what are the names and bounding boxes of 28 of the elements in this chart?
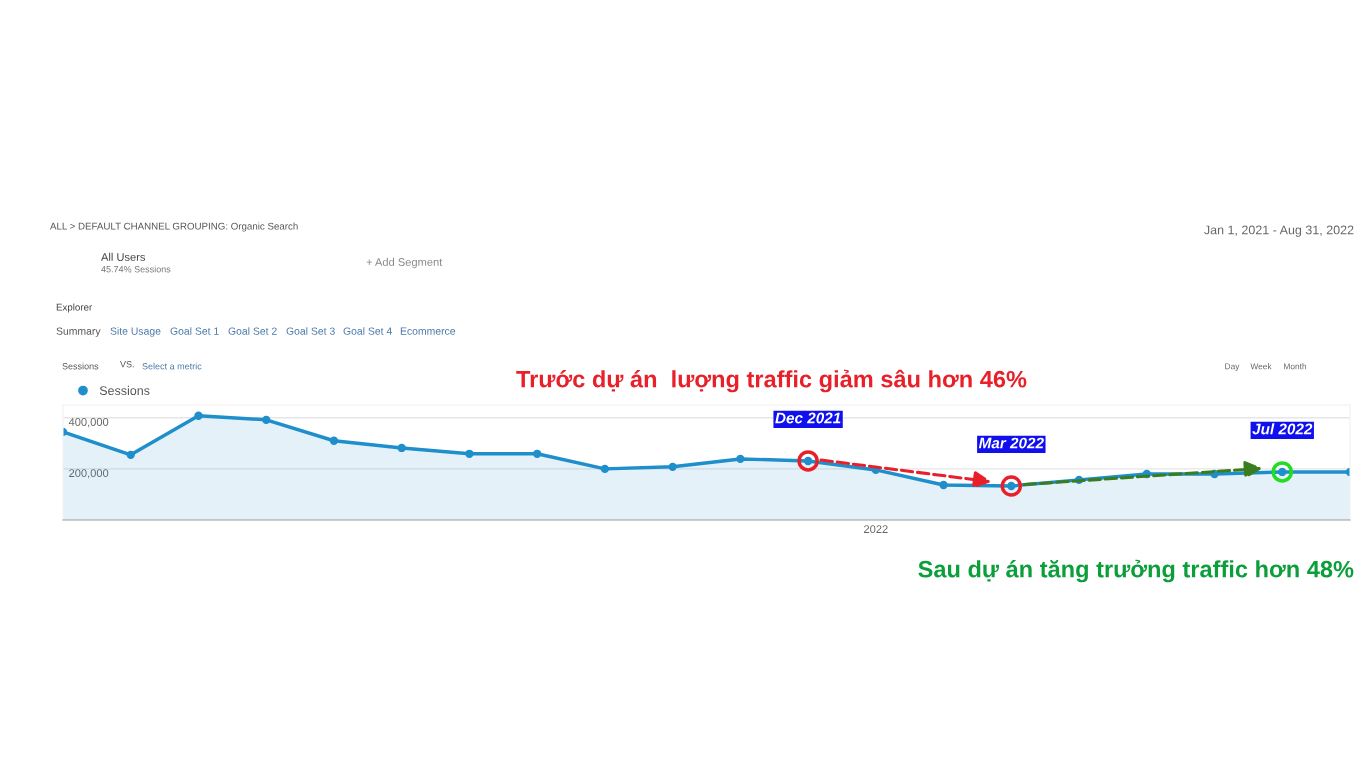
text: Sau dự án tăng trưởng traffic hơn 48% — [918, 559, 1354, 583]
text: Goal Set 3 — [286, 327, 335, 335]
text: Select a metric — [142, 362, 202, 370]
text: VS. — [120, 361, 134, 368]
annotation: Mar 2022 — [978, 437, 1044, 449]
legend-label: Sessions — [99, 385, 150, 396]
text: ALL > DEFAULT CHANNEL GROUPING: Organic Search — [50, 222, 298, 232]
text: All Users — [101, 252, 146, 261]
text: Day — [1225, 363, 1240, 371]
text: Month — [1284, 363, 1307, 370]
text: Goal Set 2 — [228, 327, 277, 335]
chart-title: Trước dự án lượng traffic giảm sâu hơn 46% — [516, 369, 1027, 393]
text: Explorer — [56, 303, 93, 313]
text: Jan 1, 2021 - Aug 31, 2022 — [1204, 225, 1354, 237]
text: Week — [1250, 363, 1272, 370]
text: Site Usage — [110, 327, 161, 337]
text: Ecommerce — [400, 327, 456, 335]
text: + Add Segment — [366, 257, 443, 269]
text: 45.74% Sessions — [101, 265, 171, 273]
text: Goal Set 4 — [343, 327, 392, 335]
annotation: Dec 2021 — [775, 412, 841, 424]
y-tick-label: 400,000 — [68, 418, 109, 428]
text: Sessions — [62, 362, 99, 370]
text: Summary — [56, 327, 101, 337]
x-tick-label: 2022 — [864, 525, 888, 534]
annotation: Jul 2022 — [1252, 423, 1313, 435]
text: Goal Set 1 — [170, 327, 219, 335]
y-tick-label: 200,000 — [69, 469, 109, 479]
